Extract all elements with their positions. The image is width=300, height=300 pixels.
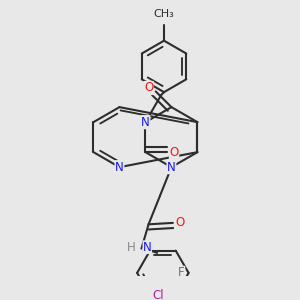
- Text: Cl: Cl: [152, 289, 164, 300]
- Text: N: N: [167, 161, 176, 174]
- Text: N: N: [141, 116, 150, 129]
- Text: O: O: [169, 146, 179, 159]
- Text: O: O: [144, 82, 153, 94]
- Text: O: O: [176, 216, 184, 230]
- Text: N: N: [115, 161, 124, 174]
- Text: H: H: [127, 241, 136, 254]
- Text: F: F: [178, 266, 185, 279]
- Text: N: N: [143, 241, 152, 254]
- Text: CH₃: CH₃: [154, 9, 174, 19]
